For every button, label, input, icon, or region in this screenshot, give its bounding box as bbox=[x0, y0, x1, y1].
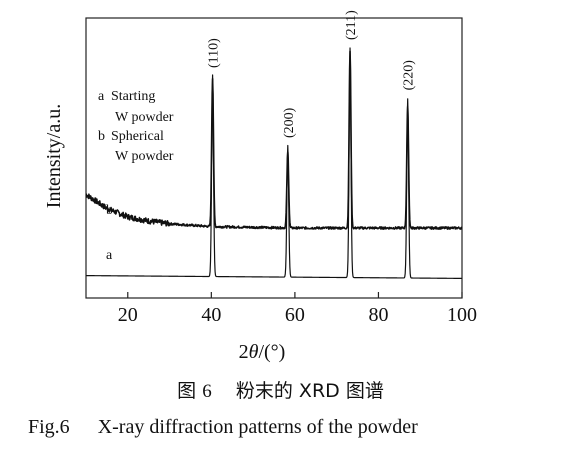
figure-caption-english: Fig.6 X-ray diffraction patterns of the p… bbox=[28, 416, 418, 439]
x-tick-label: 100 bbox=[447, 304, 477, 326]
peak-labels: (110) (200) (211) (220) bbox=[207, 10, 417, 138]
x-tick-label: 20 bbox=[118, 304, 138, 326]
x-tick-label: 60 bbox=[285, 304, 305, 326]
series-a-label: a bbox=[106, 248, 113, 263]
legend-b-key: b bbox=[98, 129, 105, 144]
x-tick-label: 80 bbox=[368, 304, 388, 326]
peak-label: (200) bbox=[282, 107, 297, 138]
y-axis-label: Intensity/a.u. bbox=[43, 104, 65, 208]
series-b-line bbox=[85, 50, 463, 230]
series-layer bbox=[85, 47, 463, 279]
legend: a Starting W powder b Spherical W powder bbox=[98, 89, 174, 164]
figure-caption-chinese: 图 6 粉末的 XRD 图谱 bbox=[0, 376, 561, 403]
x-tick-label: 40 bbox=[201, 304, 221, 326]
plot-frame bbox=[85, 17, 463, 299]
legend-a-key: a bbox=[98, 89, 105, 104]
caption-cn-prefix: 图 bbox=[177, 380, 197, 402]
series-a-line bbox=[85, 47, 463, 279]
legend-a-line1: Starting bbox=[111, 89, 155, 104]
caption-en-title: X-ray diffraction patterns of the powder bbox=[97, 416, 418, 438]
legend-b-line2: W powder bbox=[115, 149, 174, 164]
series-b-label: b bbox=[106, 203, 113, 218]
x-axis-ticks: 20 40 60 80 100 bbox=[118, 292, 477, 326]
caption-cn-title: 粉末的 XRD 图谱 bbox=[235, 380, 384, 402]
peak-label: (220) bbox=[402, 60, 417, 91]
caption-en-label: Fig.6 bbox=[28, 416, 70, 438]
peak-label: (110) bbox=[207, 38, 222, 68]
legend-a-line2: W powder bbox=[115, 110, 174, 125]
caption-cn-number: 6 bbox=[202, 381, 212, 402]
legend-b-line1: Spherical bbox=[111, 129, 164, 144]
x-axis-label: 2θ/(°) bbox=[239, 341, 286, 363]
peak-label: (211) bbox=[344, 10, 359, 40]
